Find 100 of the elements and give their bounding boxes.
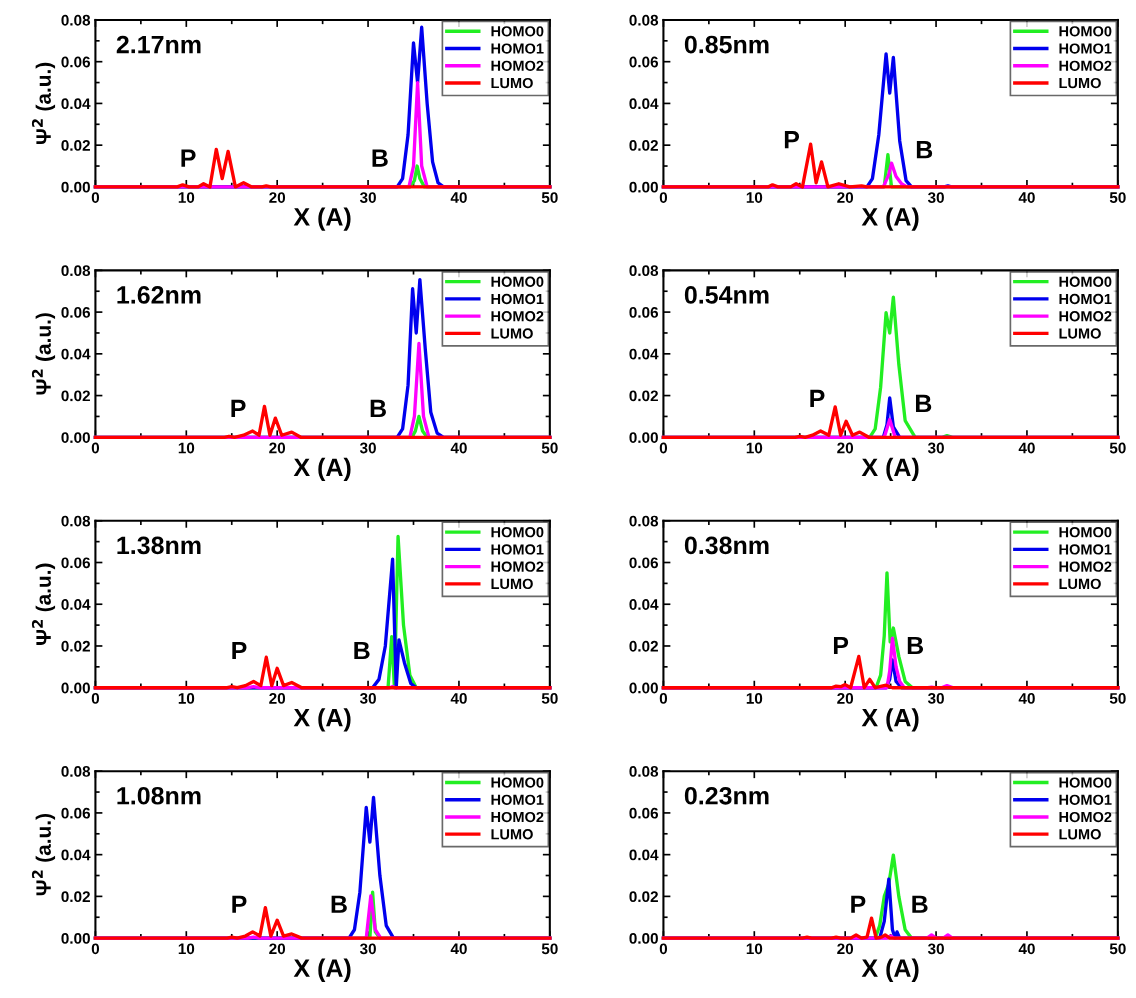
annotation: 0.85nm: [684, 35, 769, 54]
legend-label: HOMO1: [491, 544, 544, 555]
y-tick-label: 0.06: [629, 557, 659, 569]
y-tick-label: 0.04: [61, 599, 91, 610]
y-tick-label: 0.04: [629, 348, 659, 360]
x-tick-label: 10: [178, 442, 195, 454]
annotation: P: [231, 399, 246, 418]
x-tick-label: 10: [178, 692, 195, 704]
x-tick-label: 30: [359, 192, 376, 203]
y-tick-label: 0.02: [629, 390, 658, 402]
y-tick-label: 0.00: [629, 432, 658, 443]
legend-label: HOMO1: [1059, 794, 1112, 805]
x-tick-label: 20: [837, 192, 854, 203]
legend-label: HOMO1: [491, 293, 544, 305]
x-tick-label: 30: [927, 192, 944, 203]
x-tick-label: 20: [269, 943, 286, 955]
y-tick-label: 0.02: [61, 390, 90, 402]
x-tick-label: 0: [91, 442, 100, 454]
x-tick-label: 40: [1018, 442, 1035, 454]
y-tick-label: 0.02: [61, 640, 90, 652]
x-axis-title: X (A): [293, 457, 351, 482]
x-tick-label: 50: [541, 192, 558, 203]
y-tick-label: 0.06: [629, 306, 659, 318]
y-axis-title: Ψ$^{2}$ (a.u.): [31, 313, 56, 395]
legend-label: HOMO2: [491, 60, 544, 71]
x-tick-label: 20: [269, 692, 286, 704]
x-tick-label: 0: [659, 192, 668, 203]
legend-label: HOMO2: [1059, 811, 1112, 823]
legend-label: HOMO0: [491, 276, 544, 287]
y-tick-label: 0.08: [629, 515, 659, 527]
x-tick-label: 40: [450, 692, 467, 704]
x-tick-label: 30: [927, 692, 944, 704]
legend-label: LUMO: [1059, 578, 1101, 590]
y-tick-label: 0.08: [61, 515, 91, 527]
y-tick-label: 0.08: [629, 265, 659, 277]
y-tick-label: 0.00: [61, 181, 90, 193]
y-tick-label: 0.04: [629, 98, 659, 110]
legend-label: HOMO1: [491, 794, 544, 805]
y-tick-label: 0.02: [629, 640, 658, 652]
x-tick-label: 20: [837, 943, 854, 955]
x-axis-title: X (A): [861, 708, 919, 732]
y-tick-label: 0.08: [61, 265, 91, 277]
annotation: B: [907, 636, 924, 655]
x-axis-title: X (A): [293, 207, 351, 231]
legend-label: HOMO1: [1059, 293, 1112, 305]
y-tick-label: 0.08: [61, 766, 91, 777]
legend-label: LUMO: [1059, 829, 1101, 840]
y-tick-label: 0.00: [629, 932, 658, 944]
legend-label: HOMO0: [491, 526, 544, 538]
y-tick-label: 0.02: [629, 140, 658, 151]
x-tick-label: 10: [746, 692, 763, 704]
y-tick-label: 0.08: [629, 14, 659, 26]
annotation: 1.38nm: [117, 536, 201, 555]
x-tick-label: 0: [91, 692, 100, 704]
x-tick-label: 30: [927, 943, 944, 955]
legend-label: LUMO: [1059, 328, 1101, 339]
legend-label: HOMO2: [1059, 60, 1112, 71]
x-tick-label: 30: [359, 943, 376, 955]
annotation: 1.62nm: [117, 286, 201, 304]
legend-label: HOMO0: [491, 26, 544, 37]
y-tick-label: 0.06: [629, 56, 659, 68]
annotation: P: [232, 895, 247, 913]
x-tick-label: 0: [659, 442, 668, 454]
legend-label: HOMO2: [491, 311, 544, 322]
legend-label: HOMO2: [1059, 561, 1112, 572]
legend-label: HOMO0: [1059, 26, 1112, 37]
legend-label: HOMO1: [491, 43, 544, 54]
x-tick-label: 50: [1109, 192, 1126, 203]
annotation: B: [912, 895, 928, 913]
y-tick-label: 0.06: [61, 807, 91, 819]
annotation: 0.38nm: [684, 536, 769, 555]
annotation: 0.23nm: [684, 786, 769, 805]
annotation: P: [851, 895, 866, 913]
x-axis-title: X (A): [861, 207, 919, 231]
y-tick-label: 0.02: [61, 891, 90, 903]
x-tick-label: 40: [450, 943, 467, 955]
x-axis-title: X (A): [293, 708, 351, 732]
x-tick-label: 40: [1018, 943, 1035, 955]
x-tick-label: 20: [837, 442, 854, 454]
y-tick-label: 0.00: [61, 932, 90, 944]
annotation: 1.08nm: [117, 786, 201, 805]
y-tick-label: 0.04: [61, 849, 91, 861]
y-tick-label: 0.06: [61, 306, 91, 318]
y-axis-title: Ψ$^{2}$ (a.u.): [31, 62, 56, 145]
legend-label: LUMO: [491, 77, 533, 89]
annotation: P: [232, 641, 247, 660]
annotation: B: [331, 895, 347, 913]
x-tick-label: 40: [450, 442, 467, 454]
legend-label: LUMO: [491, 829, 533, 840]
legend-label: HOMO1: [1059, 544, 1112, 555]
x-axis-title: X (A): [293, 958, 351, 982]
y-axis-title: Ψ$^{2}$ (a.u.): [31, 814, 56, 896]
legend-label: HOMO0: [1059, 526, 1112, 538]
annotation: P: [810, 389, 825, 408]
x-tick-label: 0: [659, 692, 668, 704]
legend-label: HOMO2: [491, 811, 544, 823]
y-tick-label: 0.02: [61, 140, 90, 151]
x-tick-label: 50: [1109, 943, 1126, 955]
x-tick-label: 50: [1109, 442, 1126, 454]
y-tick-label: 0.04: [61, 348, 91, 360]
